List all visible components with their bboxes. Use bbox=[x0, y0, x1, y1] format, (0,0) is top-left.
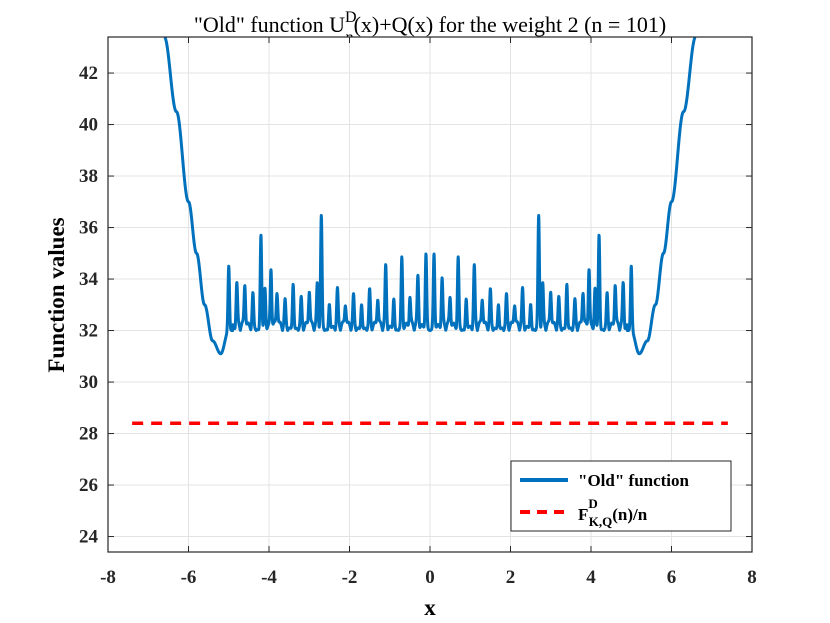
x-tick-label: 8 bbox=[747, 567, 757, 588]
y-tick-label: 34 bbox=[79, 269, 99, 290]
legend-box bbox=[510, 460, 732, 532]
legend-label-old-function: "Old" function bbox=[578, 471, 690, 490]
y-tick-label: 38 bbox=[79, 166, 98, 187]
y-tick-label: 42 bbox=[79, 63, 98, 84]
x-tick-label: 2 bbox=[506, 567, 516, 588]
series-old-function-line bbox=[163, 37, 697, 356]
y-tick-label: 40 bbox=[79, 115, 98, 136]
y-tick-label: 30 bbox=[79, 372, 98, 393]
x-tick-label: -8 bbox=[100, 567, 116, 588]
x-tick-label: -2 bbox=[342, 567, 358, 588]
y-axis-label: Function values bbox=[44, 217, 69, 372]
series-layer bbox=[132, 37, 728, 425]
y-tick-label: 24 bbox=[79, 527, 99, 548]
y-tick-label: 32 bbox=[79, 321, 98, 342]
y-tick-label: 26 bbox=[79, 475, 98, 496]
chart-title: "Old" function UDn(x)+Q(x) for the weigh… bbox=[194, 9, 666, 46]
x-tick-label: 0 bbox=[425, 567, 435, 588]
y-tick-label: 36 bbox=[79, 218, 98, 239]
x-axis-label: x bbox=[424, 595, 436, 620]
x-tick-label: 6 bbox=[667, 567, 677, 588]
x-tick-label: -6 bbox=[181, 567, 197, 588]
x-tick-label: 4 bbox=[586, 567, 596, 588]
legend: "Old" function FD K,Q(n)/n bbox=[510, 460, 732, 532]
y-tick-label: 28 bbox=[79, 424, 98, 445]
x-tick-label: -4 bbox=[261, 567, 277, 588]
legend-label-fkq: FD K,Q(n)/n bbox=[578, 496, 648, 529]
